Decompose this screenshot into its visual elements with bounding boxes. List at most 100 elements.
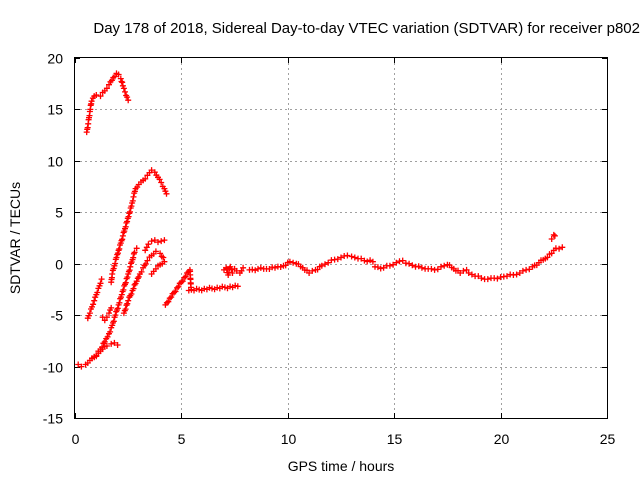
x-tick-label: 15 <box>387 431 403 447</box>
y-tick-label: -10 <box>43 360 63 376</box>
data-point <box>97 280 104 287</box>
data-point-interp <box>252 267 259 274</box>
data-point <box>463 266 470 273</box>
data-point-interp <box>290 259 297 266</box>
data-point-interp <box>122 306 129 313</box>
data-point <box>393 259 400 266</box>
data-point-interp <box>519 267 526 274</box>
data-point <box>106 310 112 317</box>
series-arc-1 <box>83 70 132 136</box>
data-point-interp <box>130 285 137 292</box>
x-tick-label: 10 <box>281 431 297 447</box>
data-point-interp <box>175 283 182 290</box>
data-point-interp <box>108 77 115 84</box>
data-point <box>91 297 98 304</box>
data-point <box>163 190 170 197</box>
data-point-interp <box>138 268 145 275</box>
y-tick-label: 20 <box>47 51 63 67</box>
y-tick-label: -15 <box>43 411 63 427</box>
data-point <box>97 93 104 100</box>
data-point-interp <box>257 264 264 271</box>
data-point <box>234 283 241 290</box>
data-point-interp <box>90 301 97 308</box>
data-point <box>286 258 293 265</box>
data-point <box>118 291 125 298</box>
data-point-interp <box>114 305 121 312</box>
data-point-interp <box>131 281 138 288</box>
data-point <box>133 245 140 252</box>
series-isolated <box>162 266 241 308</box>
data-point <box>119 232 126 239</box>
data-point-interp <box>526 266 533 273</box>
data-point <box>108 340 115 347</box>
data-point-interp <box>119 79 126 86</box>
axis-ticks: 0 5 10 15 20 25 -15 -10 -5 0 5 10 15 20 <box>43 51 616 448</box>
data-point <box>111 339 118 346</box>
data-point-interp <box>468 271 475 278</box>
data-point <box>158 179 165 186</box>
data-point <box>157 250 164 257</box>
data-point-interp <box>334 256 341 263</box>
data-point <box>465 270 472 276</box>
data-point <box>101 338 108 345</box>
data-point <box>504 273 510 280</box>
data-point <box>158 238 165 245</box>
data-point-interp <box>358 255 365 262</box>
data-point-interp <box>168 294 175 301</box>
data-point <box>112 312 119 319</box>
data-point <box>88 98 95 105</box>
data-point <box>478 275 485 282</box>
data-point <box>127 263 134 270</box>
data-point-interp <box>428 265 435 272</box>
data-point <box>93 352 100 359</box>
plot-frame <box>74 57 608 419</box>
data-point <box>255 265 261 272</box>
data-point-interp <box>131 188 138 195</box>
grid <box>75 58 607 418</box>
data-point-interp <box>130 254 137 261</box>
y-tick-label: 15 <box>47 102 63 118</box>
data-point-interp <box>123 219 130 226</box>
data-point-interp <box>182 273 189 280</box>
data-point-interp <box>142 175 149 182</box>
data-point-interp <box>107 328 114 335</box>
data-point-interp <box>238 267 245 274</box>
data-point-interp <box>99 344 105 351</box>
y-tick-label: 10 <box>47 154 63 170</box>
data-point <box>344 252 351 259</box>
data-point <box>124 218 131 225</box>
data-point-interp <box>104 333 111 340</box>
y-axis-label: SDTVAR / TECUs <box>7 182 23 294</box>
data-point-interp <box>120 286 127 293</box>
data-point <box>161 237 168 244</box>
data-point-interp <box>409 262 416 269</box>
data-point <box>155 239 161 246</box>
data-point-interp <box>120 85 127 92</box>
data-point-interp <box>112 260 119 267</box>
data-point <box>369 258 376 265</box>
data-point <box>406 260 413 267</box>
data-point <box>125 97 132 104</box>
data-point <box>348 253 355 260</box>
data-point <box>148 167 155 174</box>
data-point-interp <box>309 267 316 274</box>
data-point-interp <box>122 279 129 286</box>
data-point-interp <box>460 267 467 274</box>
y-tick-label: 0 <box>55 257 63 273</box>
data-point <box>117 75 124 82</box>
data-point <box>240 264 247 271</box>
data-point-interp <box>364 258 371 265</box>
data-point <box>133 278 140 285</box>
data-point <box>115 71 122 78</box>
data-point-interp <box>434 266 441 273</box>
data-point <box>128 203 135 210</box>
data-point-interp <box>179 278 186 285</box>
data-point-interp <box>351 254 358 261</box>
data-point <box>380 264 387 271</box>
series-arc-7 <box>120 248 167 317</box>
series-arc-13 <box>465 244 566 283</box>
data-point <box>152 248 159 255</box>
series-arc-5 <box>99 304 115 324</box>
data-point <box>93 92 100 98</box>
data-point-interp <box>116 299 123 306</box>
